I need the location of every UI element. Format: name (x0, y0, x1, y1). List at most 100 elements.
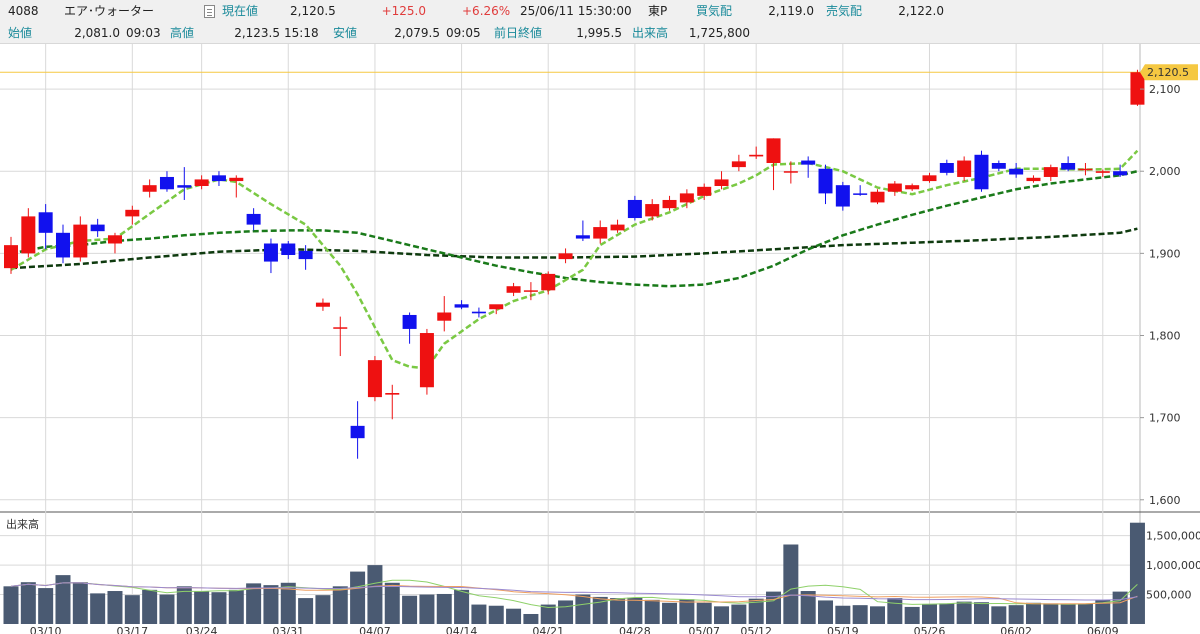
quote-header-row-1: 4088 エア･ウォーター 現在値 2,120.5 +125.0 +6.26% … (0, 0, 1200, 22)
candle-up (887, 181, 902, 196)
volume-bar (592, 596, 608, 624)
candle-up (731, 154, 746, 172)
candle-body (558, 253, 573, 260)
candle-up (125, 205, 140, 225)
candle-body (263, 243, 278, 262)
date-tick-label: 05/07 (688, 625, 720, 634)
candle-body (1078, 168, 1093, 171)
volume-bar (350, 571, 366, 624)
volume-bar (800, 591, 816, 624)
candle-up (1130, 69, 1145, 106)
candle-up (506, 282, 521, 297)
candle-body (1043, 167, 1058, 177)
candle-body (471, 311, 486, 314)
volume-bar (38, 588, 54, 624)
volume-bar (298, 598, 314, 624)
volume-ma-line (10, 579, 1138, 609)
candle-body (922, 175, 937, 182)
candle-down (1009, 163, 1024, 178)
candle-up (107, 232, 122, 254)
candle-down (471, 307, 486, 318)
low-label: 安値 (333, 26, 358, 40)
candle-down (350, 401, 365, 459)
candle-body (229, 177, 244, 182)
volume-bar (436, 593, 452, 624)
candle-up (645, 199, 660, 221)
open-price: 2,081.0 (74, 26, 120, 40)
candle-up (749, 146, 764, 159)
date-tick-label: 06/02 (1000, 625, 1032, 634)
volume-bar (973, 602, 989, 624)
candle-body (1009, 168, 1024, 175)
candle-body (905, 185, 920, 190)
candle-body (1061, 163, 1076, 170)
candle-body (523, 290, 538, 292)
candle-body (333, 327, 348, 329)
candle-down (159, 171, 174, 192)
candle-body (991, 163, 1006, 169)
candle-up (4, 236, 18, 274)
candle-body (818, 168, 833, 194)
candle-body (645, 204, 660, 217)
candle-up (679, 189, 694, 209)
candle-down (818, 164, 833, 205)
candle-body (298, 250, 313, 260)
date-tick-label: 03/10 (30, 625, 62, 634)
stock-chart[interactable]: 1,600 1,700 1,800 1,900 2,000 2,100 500,000 1,… (0, 44, 1200, 634)
candle-up (419, 328, 434, 395)
volume-bar (540, 604, 556, 624)
volume-axis: 500,000 1,000,000 1,500,000 (1146, 530, 1200, 602)
candle-down (1113, 164, 1128, 177)
volume-bar (575, 594, 591, 624)
volume-bar (870, 606, 885, 624)
candle-down (298, 245, 313, 270)
candle-body (107, 235, 122, 244)
low-price: 2,079.5 (394, 26, 440, 40)
date-tick-label: 04/14 (446, 625, 478, 634)
current-price: 2,120.5 (290, 4, 336, 18)
volume-bar (991, 606, 1007, 624)
volume-bar (506, 608, 522, 624)
volume-bar (887, 598, 903, 624)
volume-bar (332, 586, 348, 624)
volume-bar (454, 589, 470, 624)
market-name: 東P (648, 4, 668, 18)
volume-bar (228, 589, 244, 624)
volume-bar (714, 606, 730, 624)
candle-body (610, 224, 625, 231)
candle-down (627, 195, 642, 221)
candle-body (870, 191, 885, 203)
volume-bar (90, 593, 106, 624)
current-price-tag: 2,120.5 (1140, 64, 1198, 81)
volume-bar (1060, 603, 1076, 624)
volume-bar (558, 600, 574, 624)
candle-up (541, 271, 556, 295)
volume-bar (904, 606, 920, 624)
candle-up (905, 183, 920, 191)
candle-body (593, 227, 608, 239)
candle-body (281, 243, 296, 255)
volume-grid (0, 535, 1140, 596)
volume-bar (1077, 603, 1093, 624)
candle-down (1061, 156, 1076, 172)
date-tick-label: 03/17 (116, 625, 148, 634)
volume-bar (852, 605, 868, 624)
date-tick-label: 05/19 (827, 625, 859, 634)
volume-bar (55, 575, 71, 624)
candle-body (4, 245, 18, 269)
volume-bar (956, 601, 972, 624)
candle-down (835, 181, 850, 211)
low-time: 09:05 (446, 26, 481, 40)
volume-bar (644, 599, 660, 624)
document-icon[interactable] (204, 5, 215, 18)
bid-price: 2,119.0 (768, 4, 814, 18)
volume-bar (610, 598, 626, 624)
candle-down (211, 171, 226, 186)
volume-bar (731, 604, 747, 624)
high-label: 高値 (170, 26, 195, 40)
candle-up (1078, 163, 1093, 176)
price-tag-background (1140, 64, 1198, 81)
high-time: 15:18 (284, 26, 319, 40)
bid-label: 買気配 (696, 4, 733, 18)
candle-body (662, 199, 677, 209)
